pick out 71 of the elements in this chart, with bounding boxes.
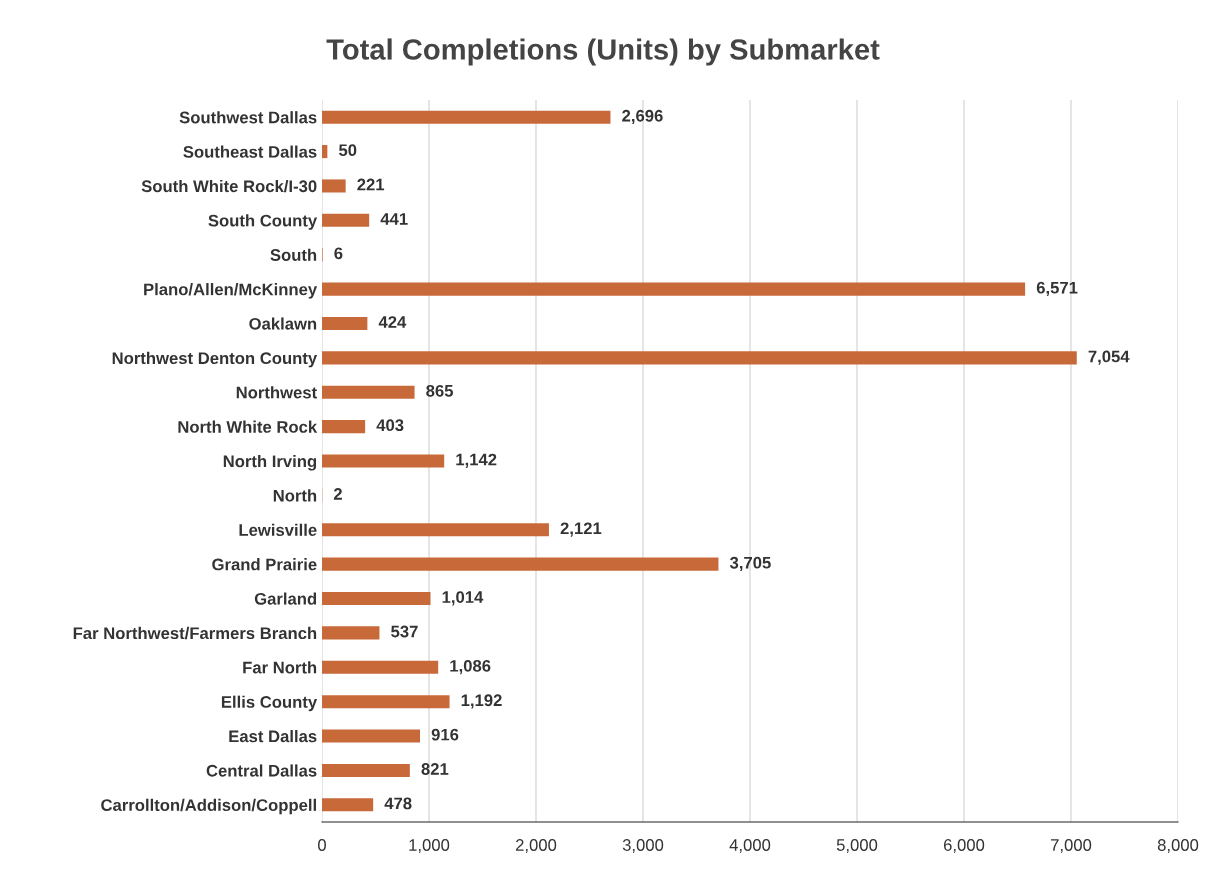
bar	[322, 420, 366, 434]
y-tick-label: South County	[208, 214, 318, 230]
data-label: 865	[426, 384, 454, 397]
bar	[322, 523, 549, 537]
y-tick-label: South	[270, 248, 317, 261]
y-tick-label: South White Rock/I-30	[141, 179, 317, 193]
bar	[322, 145, 328, 159]
data-label: 537	[391, 625, 418, 638]
y-tick-label: Grand Prairie	[212, 558, 317, 571]
bar	[322, 557, 719, 571]
x-tick-label: 3,000	[622, 839, 664, 853]
bar	[322, 179, 346, 193]
y-tick-label: Plano/Allen/McKinney	[144, 283, 318, 299]
bar	[322, 626, 380, 640]
x-tick-label: 6,000	[943, 839, 985, 853]
data-label: 2	[333, 488, 342, 500]
data-label: 221	[357, 178, 385, 191]
bar	[322, 695, 450, 709]
x-tick-label: 4,000	[729, 839, 771, 853]
chart-title: Total Completions (Units) by Submarket	[326, 38, 880, 66]
bar	[322, 798, 374, 812]
data-label: 1,086	[450, 659, 491, 675]
bar	[322, 591, 431, 606]
y-tick-label: Central Dallas	[206, 764, 317, 777]
bar	[322, 110, 611, 124]
bar	[322, 213, 370, 227]
y-tick-label: Northwest	[236, 386, 317, 399]
data-label: 1,142	[456, 453, 497, 468]
x-tick-label: 7,000	[1051, 839, 1092, 853]
bar	[322, 385, 415, 399]
bar	[322, 763, 410, 777]
data-label: 821	[421, 763, 449, 775]
data-label: 2,696	[622, 109, 663, 125]
data-label: 7,054	[1088, 350, 1130, 365]
x-tick-label: 2,000	[515, 839, 557, 853]
y-tick-label: Far Northwest/Farmers Branch	[73, 626, 317, 640]
bar	[322, 454, 445, 468]
bar	[322, 660, 439, 674]
y-tick-label: North	[273, 489, 317, 502]
data-label: 3,705	[729, 556, 771, 572]
bar	[322, 729, 421, 743]
y-tick-label: Lewisville	[239, 523, 317, 536]
y-tick-label: Carrollton/Addison/Coppell	[101, 798, 316, 815]
y-tick-label: North Irving	[223, 454, 317, 471]
x-tick-label: 5,000	[836, 839, 878, 853]
data-label: 424	[378, 316, 407, 328]
data-label: 6,571	[1036, 281, 1078, 296]
data-label: 441	[380, 213, 408, 225]
data-label: 1,192	[461, 694, 502, 709]
y-tick-label: Ellis County	[221, 695, 318, 712]
bar	[322, 282, 1026, 296]
data-label: 6	[334, 247, 343, 260]
y-tick-label: North White Rock	[178, 420, 318, 433]
data-label: 478	[384, 797, 412, 810]
x-tick-label: 0	[318, 839, 326, 851]
y-tick-label: Northwest Denton County	[112, 351, 318, 368]
data-label: 403	[376, 419, 404, 432]
data-label: 1,014	[442, 591, 484, 606]
y-tick-label: Oaklawn	[249, 317, 317, 330]
x-tick-label: 1,000	[409, 839, 450, 853]
bar	[322, 351, 1077, 365]
y-tick-label: Far North	[243, 661, 317, 674]
data-label: 50	[338, 144, 357, 157]
y-tick-label: Southeast Dallas	[183, 145, 317, 158]
data-label: 916	[431, 728, 459, 741]
data-label: 2,121	[560, 522, 602, 537]
x-tick-label: 8,000	[1157, 839, 1199, 853]
y-tick-label: Garland	[254, 592, 317, 605]
y-tick-label: East Dallas	[229, 730, 317, 743]
y-tick-label: Southwest Dallas	[179, 111, 317, 124]
bar	[322, 316, 368, 331]
